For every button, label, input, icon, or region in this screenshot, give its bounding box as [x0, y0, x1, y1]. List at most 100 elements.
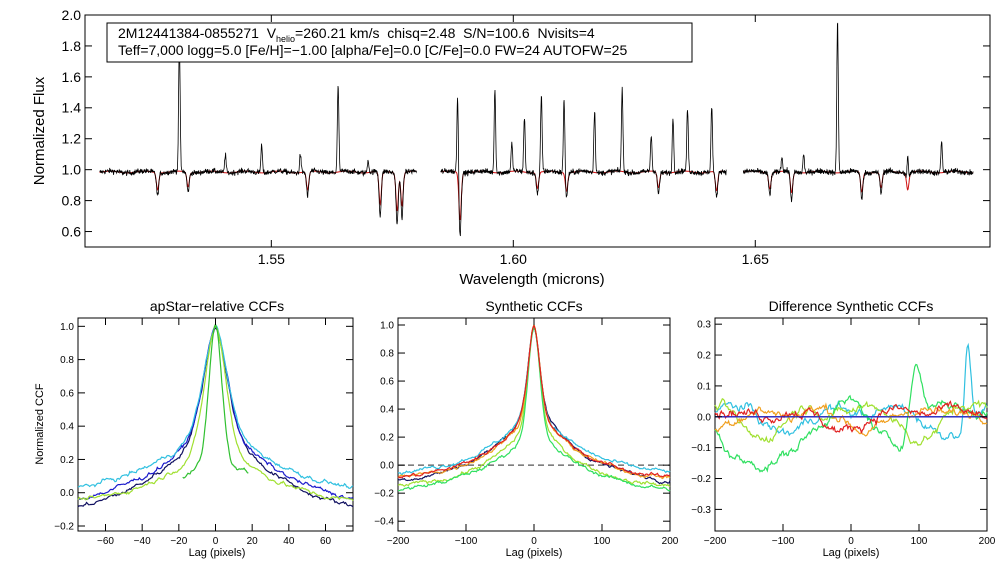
x-tick-label: 200	[979, 536, 996, 547]
x-tick-label: 100	[594, 536, 611, 547]
x-tick-label: −100	[772, 536, 795, 547]
header-snr: S/N=100.6	[463, 25, 530, 41]
ccf-series-visit-1	[714, 342, 988, 441]
spectrum-ylabel: Normalized Flux	[31, 76, 48, 185]
x-tick-label: −60	[97, 536, 114, 547]
observed-segment-2	[742, 22, 974, 203]
synthetic-ccf-xlabel: Lag (pixels)	[506, 547, 563, 559]
ccf-series-visit-4	[397, 323, 671, 480]
x-tick-label: −20	[170, 536, 187, 547]
header-line-2: Teff=7,000 logg=5.0 [Fe/H]=−1.00 [alpha/…	[118, 42, 628, 58]
y-tick-label: −0.3	[691, 505, 711, 516]
y-tick-label: 0.0	[697, 412, 711, 423]
ccf-series-visit-4	[714, 402, 988, 437]
synthetic-ccf-title: Synthetic CCFs	[485, 298, 582, 314]
spectrum-model-series	[99, 170, 974, 221]
y-tick-label: 0.8	[60, 355, 74, 366]
synthetic-ccf-frame	[397, 317, 671, 532]
x-tick-label: 0	[848, 536, 854, 547]
spectrum-axes: 1.55 1.60 1.65 0.6 0.8 1.0 1.2 1.4 1.6 1.8 2.0	[62, 7, 990, 267]
ccf-series-visit-1	[397, 323, 671, 476]
y-tick-label: 0.0	[60, 488, 74, 499]
y-tick-label: 0.6	[60, 388, 74, 399]
apstar-ccf-ylabel: Normalized CCF	[34, 383, 46, 465]
header-info-box	[106, 22, 693, 63]
apstar-ccf-frame	[77, 317, 354, 532]
header-vhelio-prefix: V	[266, 25, 277, 41]
y-tick-label: 1.0	[62, 162, 82, 178]
y-tick-label: −0.1	[691, 443, 711, 454]
ccf-series-visit-3	[714, 363, 988, 473]
apstar-ccf-axes: −60 −40 −20 0 20 40 60 −0.2 0.0 0.2 0.4 0.6 0.8 1.0	[54, 318, 353, 547]
model-segment-0	[99, 170, 417, 212]
y-tick-label: 1.0	[380, 321, 394, 332]
x-tick-label: 200	[662, 536, 679, 547]
x-tick-label: 60	[320, 536, 332, 547]
x-tick-label: −100	[455, 536, 478, 547]
ccf-series-visit-5	[397, 323, 671, 479]
y-tick-label: 0.8	[62, 193, 82, 209]
x-tick-label: −200	[387, 536, 410, 547]
model-segment-2	[742, 170, 974, 194]
header-vhelio-value: =260.21 km/s	[295, 25, 380, 41]
difference-ccf-frame	[714, 317, 988, 532]
y-tick-label: 1.4	[62, 100, 82, 116]
ccf-series-combined	[182, 322, 249, 479]
spectrum-observed-series	[99, 22, 974, 237]
y-tick-label: 0.3	[697, 320, 711, 331]
x-tick-label: 1.60	[500, 251, 527, 267]
y-tick-label: 1.2	[62, 131, 82, 147]
apstar-ccf-series	[77, 322, 354, 508]
y-tick-label: −0.2	[374, 489, 394, 500]
y-tick-label: 0.8	[380, 349, 394, 360]
spectrum-panel: 1.55 1.60 1.65 0.6 0.8 1.0 1.2 1.4 1.6 1.8 2.0 Wav…	[31, 7, 991, 288]
difference-ccf-panel: Difference Synthetic CCFs −200 −100 0 100 20…	[691, 298, 996, 559]
y-tick-label: 1.8	[62, 38, 82, 54]
apstar-ccf-xlabel: Lag (pixels)	[189, 547, 246, 559]
model-segment-1	[440, 170, 727, 221]
y-tick-label: 1.6	[62, 69, 82, 85]
y-tick-label: 1.0	[60, 322, 74, 333]
synthetic-ccf-panel: Synthetic CCFs −200 −100 0 100 200 −0.4 −0.2 0.…	[374, 298, 679, 559]
x-tick-label: 40	[283, 536, 295, 547]
y-tick-label: 0.1	[697, 381, 711, 392]
y-tick-label: −0.2	[54, 522, 74, 533]
difference-ccf-axes: −200 −100 0 100 200 −0.3 −0.2 −0.1 0.0 0.1 0.2 0.3	[691, 318, 996, 547]
header-star-id: 2M12441384-0855271	[118, 25, 259, 41]
y-tick-label: 0.4	[60, 422, 74, 433]
ccf-series-visit-3	[398, 327, 671, 492]
header-vhelio-sub: helio	[276, 33, 296, 44]
y-tick-label: 2.0	[62, 7, 82, 23]
spectrum-frame	[84, 14, 991, 248]
x-tick-label: 1.65	[742, 251, 769, 267]
y-tick-label: 0.6	[62, 223, 82, 239]
observed-segment-1	[440, 86, 727, 237]
y-tick-label: −0.2	[691, 474, 711, 485]
y-tick-label: 0.2	[697, 351, 711, 362]
ccf-series-visit-2	[397, 322, 671, 488]
ccf-series-visit-2	[714, 397, 988, 447]
ccf-series-visit-2	[77, 324, 354, 501]
ccf-series-visit-5	[714, 400, 988, 435]
y-tick-label: 0.4	[380, 405, 394, 416]
x-tick-label: 1.55	[258, 251, 285, 267]
header-chisq: chisq=2.48	[387, 25, 456, 41]
x-tick-label: 0	[213, 536, 219, 547]
y-tick-label: 0.2	[60, 455, 74, 466]
spectrum-xlabel: Wavelength (microns)	[459, 271, 604, 288]
x-tick-label: 20	[247, 536, 259, 547]
difference-ccf-xlabel: Lag (pixels)	[823, 547, 880, 559]
synthetic-ccf-series	[397, 322, 671, 492]
apstar-ccf-title: apStar−relative CCFs	[150, 298, 284, 314]
y-tick-label: 0.2	[380, 433, 394, 444]
observed-segment-0	[99, 43, 417, 225]
y-tick-label: −0.4	[374, 517, 394, 528]
ccf-series-combined	[397, 324, 671, 485]
synthetic-ccf-axes: −200 −100 0 100 200 −0.4 −0.2 0.0 0.2 0.4 0.6 0.8 1.…	[374, 318, 679, 547]
header-line-1: 2M12441384-0855271 Vhelio=260.21 km/s ch…	[118, 25, 595, 47]
x-tick-label: −40	[134, 536, 151, 547]
ccf-series-visit-4	[77, 324, 354, 502]
apstar-ccf-panel: apStar−relative CCFs −60 −40 −20 0 20 40 60 −0.…	[34, 298, 354, 559]
x-tick-label: 100	[911, 536, 928, 547]
